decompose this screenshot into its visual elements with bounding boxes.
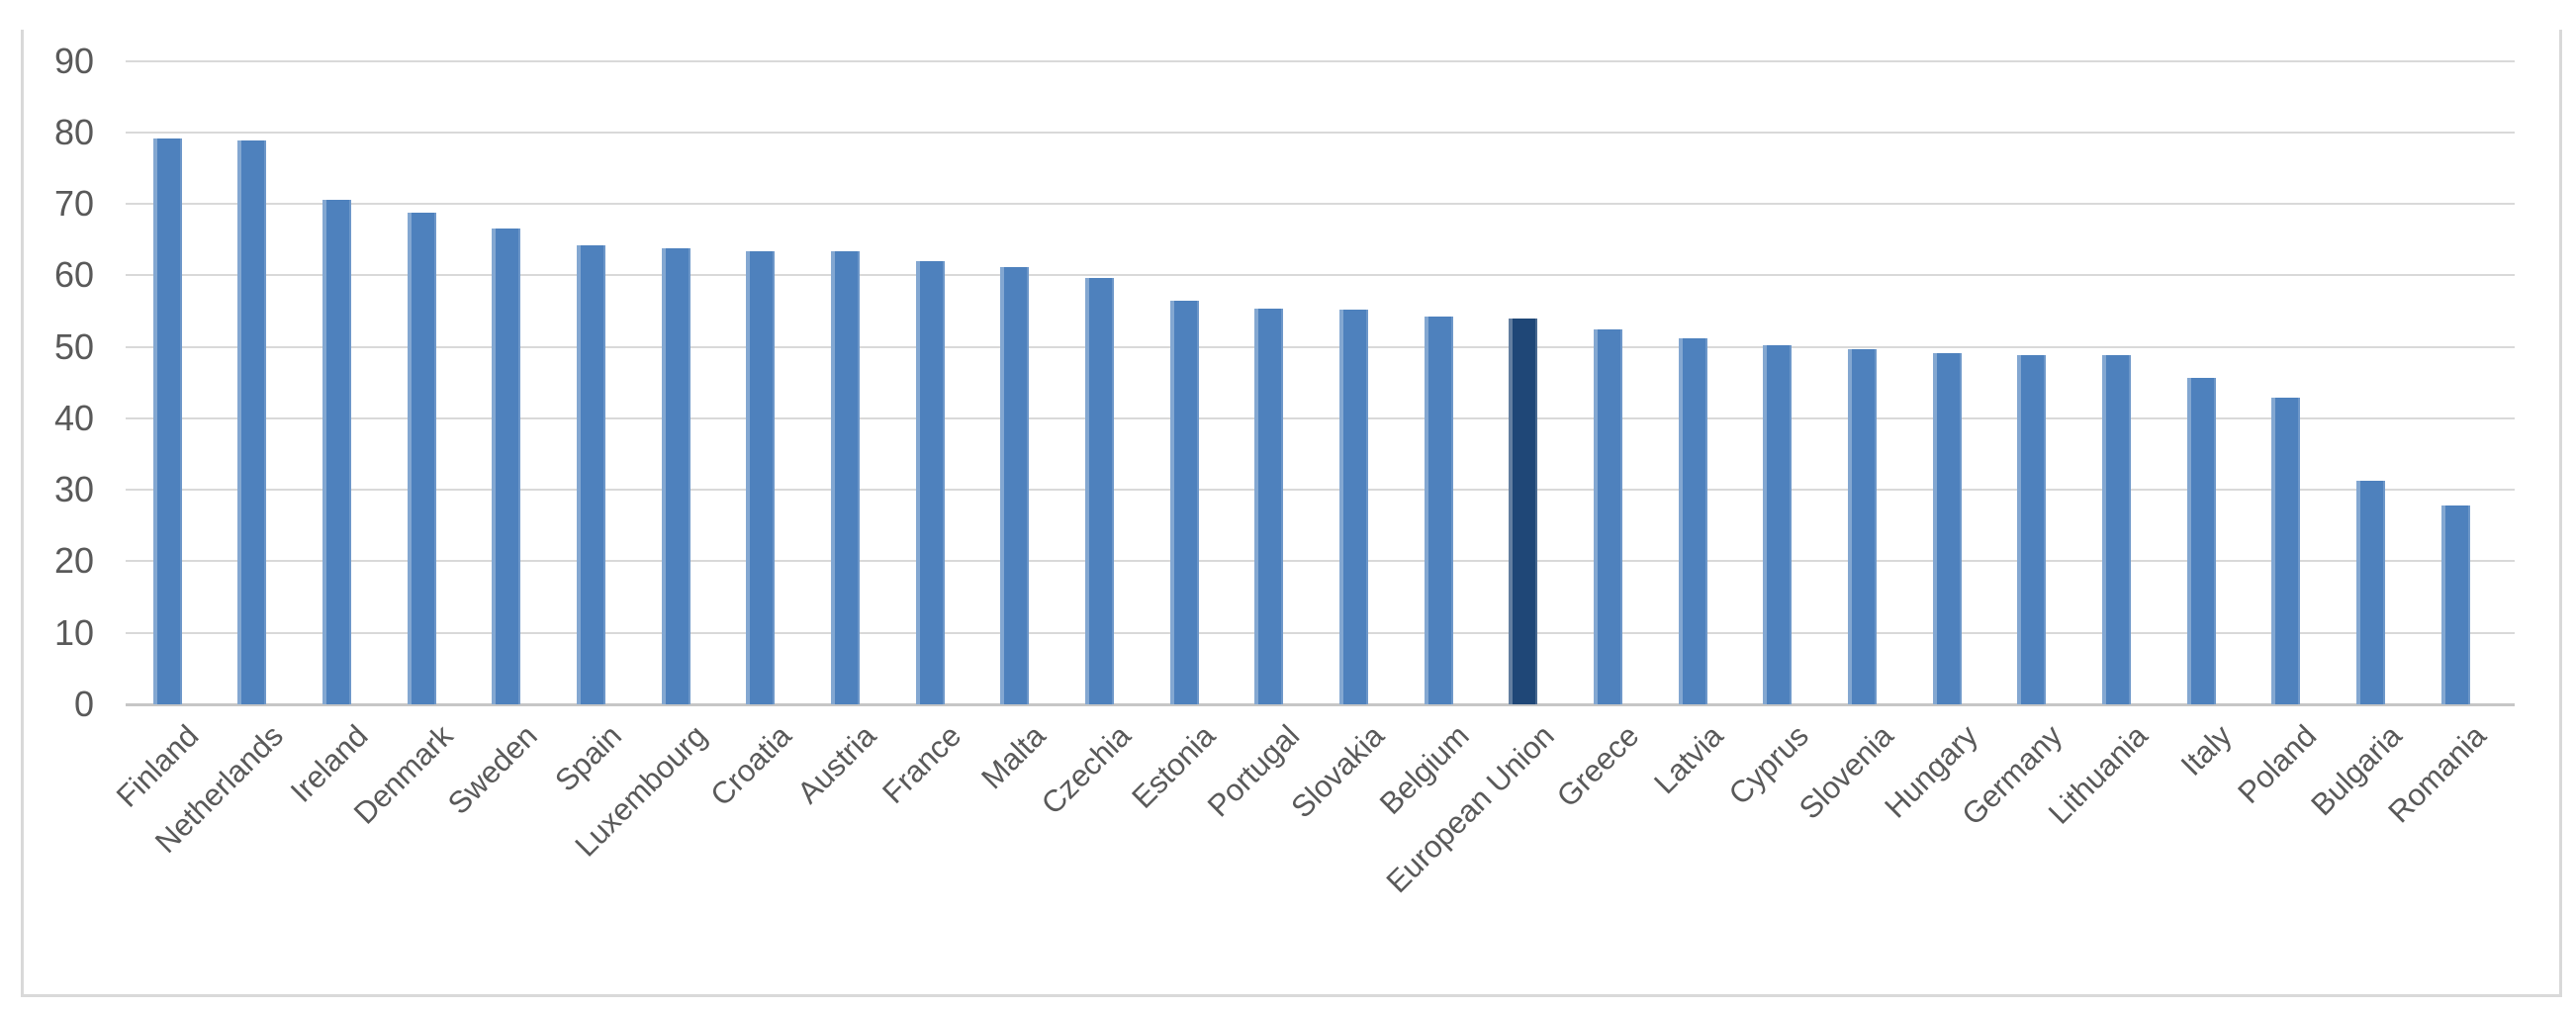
bar-ireland	[322, 200, 352, 704]
bar-finland	[152, 138, 182, 704]
y-tick-label-90: 90	[53, 40, 94, 81]
bar-germany	[2017, 354, 2047, 704]
gridline-50	[126, 345, 2515, 348]
category-label-austria: Austria	[790, 718, 883, 810]
bar-romania	[2440, 505, 2470, 704]
bar-croatia	[746, 250, 776, 704]
bar-slovenia	[1847, 348, 1877, 704]
gridline-80	[126, 131, 2515, 134]
bar-malta	[1000, 266, 1030, 704]
y-tick-label-20: 20	[53, 540, 94, 582]
bar-lithuania	[2101, 355, 2131, 704]
x-axis-line	[126, 703, 2515, 706]
gridline-40	[126, 416, 2515, 419]
chart-border-right	[2559, 30, 2562, 996]
bar-netherlands	[237, 139, 267, 704]
category-label-france: France	[874, 718, 967, 810]
category-label-portugal: Portugal	[1201, 718, 1307, 824]
bar-denmark	[407, 213, 436, 704]
bar-cyprus	[1763, 345, 1793, 704]
bar-hungary	[1932, 353, 1962, 704]
category-label-malta: Malta	[974, 718, 1053, 796]
category-label-sweden: Sweden	[440, 718, 544, 821]
bar-poland	[2271, 397, 2301, 704]
gridline-70	[126, 203, 2515, 206]
category-label-greece: Greece	[1549, 718, 1646, 814]
gridline-20	[126, 560, 2515, 563]
bar-european-union	[1509, 319, 1538, 704]
bar-spain	[577, 244, 606, 704]
chart-border-left	[21, 30, 24, 996]
bar-sweden	[492, 229, 521, 704]
category-label-slovakia: Slovakia	[1284, 718, 1392, 825]
bar-bulgaria	[2355, 481, 2385, 704]
y-tick-label-30: 30	[53, 469, 94, 510]
bar-czechia	[1085, 277, 1115, 704]
gridline-10	[126, 631, 2515, 634]
bar-austria	[831, 251, 861, 704]
y-tick-label-70: 70	[53, 183, 94, 225]
category-label-slovenia: Slovenia	[1792, 718, 1900, 826]
bar-italy	[2186, 378, 2216, 704]
bar-france	[915, 260, 945, 704]
category-label-czechia: Czechia	[1034, 718, 1138, 821]
category-label-italy: Italy	[2173, 718, 2239, 782]
y-tick-label-0: 0	[73, 684, 94, 724]
category-label-croatia: Croatia	[703, 718, 798, 813]
y-tick-label-60: 60	[53, 254, 94, 296]
chart-border-bottom	[21, 994, 2562, 997]
category-label-latvia: Latvia	[1647, 718, 1730, 801]
y-tick-label-10: 10	[53, 611, 94, 653]
bar-belgium	[1424, 317, 1453, 704]
bar-portugal	[1254, 309, 1284, 704]
bar-estonia	[1169, 301, 1199, 704]
bar-latvia	[1678, 337, 1707, 704]
y-tick-label-50: 50	[53, 325, 94, 367]
bar-slovakia	[1338, 310, 1368, 704]
y-tick-label-40: 40	[53, 397, 94, 438]
bar-greece	[1593, 328, 1622, 704]
gridline-30	[126, 489, 2515, 492]
gridline-60	[126, 274, 2515, 277]
category-label-spain: Spain	[548, 718, 629, 798]
gridline-90	[126, 59, 2515, 62]
y-tick-label-80: 80	[53, 111, 94, 152]
bar-luxembourg	[661, 247, 690, 704]
